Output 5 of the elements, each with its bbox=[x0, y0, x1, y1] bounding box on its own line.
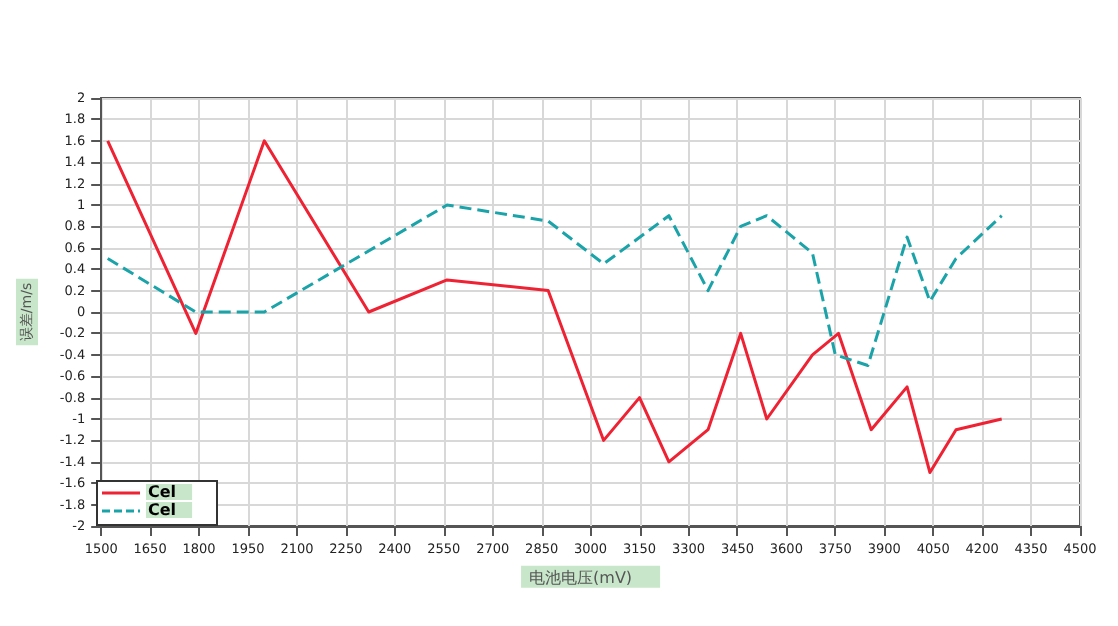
line-series bbox=[106, 139, 1004, 474]
line-series bbox=[106, 203, 1004, 367]
legend-label: Cel bbox=[148, 501, 177, 519]
legend-label: Cel bbox=[148, 483, 177, 501]
x-axis-title: 电池电压(mV) bbox=[529, 568, 633, 587]
